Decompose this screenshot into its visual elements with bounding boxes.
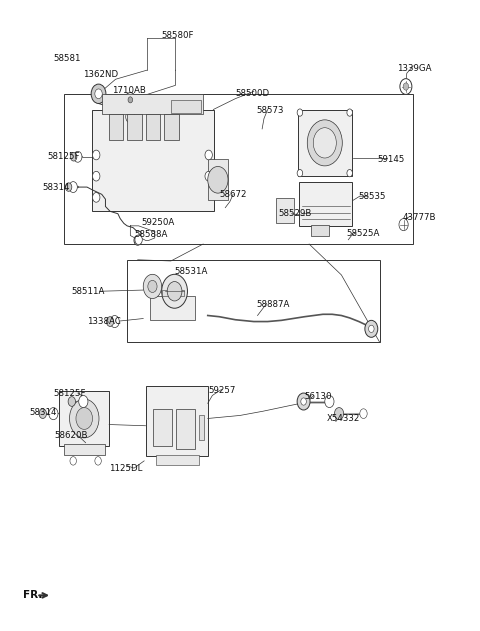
Bar xyxy=(298,110,352,176)
Text: 1338AC: 1338AC xyxy=(87,317,121,326)
Circle shape xyxy=(95,89,102,98)
Bar xyxy=(64,444,106,455)
Bar xyxy=(64,94,413,244)
Bar xyxy=(150,296,195,321)
Bar xyxy=(127,114,142,140)
Text: FR.: FR. xyxy=(23,591,42,600)
Circle shape xyxy=(347,109,352,116)
Circle shape xyxy=(148,280,157,293)
Circle shape xyxy=(325,396,334,408)
Text: 43777B: 43777B xyxy=(402,213,436,222)
Circle shape xyxy=(360,409,367,418)
Text: 58525A: 58525A xyxy=(346,229,379,239)
Text: 1362ND: 1362ND xyxy=(84,70,119,79)
Circle shape xyxy=(76,408,93,429)
Text: 58314: 58314 xyxy=(43,182,70,192)
Text: 58620B: 58620B xyxy=(55,431,88,440)
Circle shape xyxy=(79,396,88,408)
Bar xyxy=(208,159,228,201)
Bar xyxy=(102,94,203,114)
Bar xyxy=(164,114,179,140)
Bar xyxy=(154,410,172,445)
Circle shape xyxy=(91,84,106,103)
Circle shape xyxy=(69,182,77,192)
Circle shape xyxy=(39,409,47,418)
Circle shape xyxy=(70,457,76,465)
Bar xyxy=(145,386,208,456)
Bar xyxy=(171,100,201,112)
Bar xyxy=(312,225,329,235)
Text: 58581: 58581 xyxy=(53,54,81,63)
Text: X54332: X54332 xyxy=(326,414,360,423)
Circle shape xyxy=(110,316,119,327)
Circle shape xyxy=(93,172,100,181)
Bar xyxy=(127,260,380,342)
Circle shape xyxy=(143,274,162,298)
Text: 58573: 58573 xyxy=(256,106,284,115)
Circle shape xyxy=(126,111,135,123)
Circle shape xyxy=(399,218,408,231)
Text: 58125F: 58125F xyxy=(53,389,86,398)
Text: 59145: 59145 xyxy=(377,155,405,163)
Text: 1710AB: 1710AB xyxy=(112,86,146,95)
Text: 58529B: 58529B xyxy=(278,209,312,218)
Bar xyxy=(299,182,352,226)
Text: 58511A: 58511A xyxy=(72,286,105,296)
Bar xyxy=(156,455,200,464)
Bar xyxy=(60,391,109,445)
Circle shape xyxy=(135,235,142,245)
Text: 1339GA: 1339GA xyxy=(396,64,431,73)
Circle shape xyxy=(297,109,303,116)
Circle shape xyxy=(205,172,212,181)
Bar xyxy=(92,110,214,211)
Text: 58535: 58535 xyxy=(359,192,386,201)
Text: 58314: 58314 xyxy=(29,408,57,417)
Text: 1125DL: 1125DL xyxy=(108,464,142,473)
Circle shape xyxy=(307,120,342,166)
Text: 56130: 56130 xyxy=(304,392,332,401)
Circle shape xyxy=(335,408,344,420)
Circle shape xyxy=(71,153,77,161)
Bar xyxy=(162,290,184,296)
Bar xyxy=(177,410,195,449)
Text: 59257: 59257 xyxy=(209,386,236,395)
Text: 59250A: 59250A xyxy=(141,218,174,227)
Circle shape xyxy=(205,150,212,160)
Bar xyxy=(276,198,294,223)
Circle shape xyxy=(73,151,82,162)
Circle shape xyxy=(403,83,408,90)
Circle shape xyxy=(365,321,378,338)
Circle shape xyxy=(297,170,303,177)
Bar xyxy=(108,114,123,140)
Circle shape xyxy=(125,93,136,107)
Text: 58531A: 58531A xyxy=(175,268,208,276)
Bar xyxy=(145,114,160,140)
Circle shape xyxy=(65,183,72,191)
Circle shape xyxy=(400,79,412,95)
Text: 58672: 58672 xyxy=(219,190,247,199)
Circle shape xyxy=(301,398,306,405)
Circle shape xyxy=(128,97,132,103)
Text: 58588A: 58588A xyxy=(134,230,168,239)
Circle shape xyxy=(347,170,352,177)
Text: 58580F: 58580F xyxy=(162,31,194,40)
Circle shape xyxy=(134,235,142,245)
Circle shape xyxy=(297,393,310,410)
Circle shape xyxy=(313,127,336,158)
Circle shape xyxy=(93,150,100,160)
Circle shape xyxy=(93,192,100,202)
Circle shape xyxy=(68,397,75,406)
Text: 58887A: 58887A xyxy=(256,300,289,309)
Circle shape xyxy=(49,408,58,420)
Circle shape xyxy=(70,399,99,438)
Circle shape xyxy=(369,325,374,333)
Circle shape xyxy=(95,457,101,465)
Circle shape xyxy=(107,317,114,326)
Bar xyxy=(199,415,204,440)
Circle shape xyxy=(208,167,228,193)
Text: 58125F: 58125F xyxy=(48,152,80,162)
Circle shape xyxy=(167,281,182,301)
Circle shape xyxy=(162,274,188,308)
Text: 58500D: 58500D xyxy=(235,90,269,98)
